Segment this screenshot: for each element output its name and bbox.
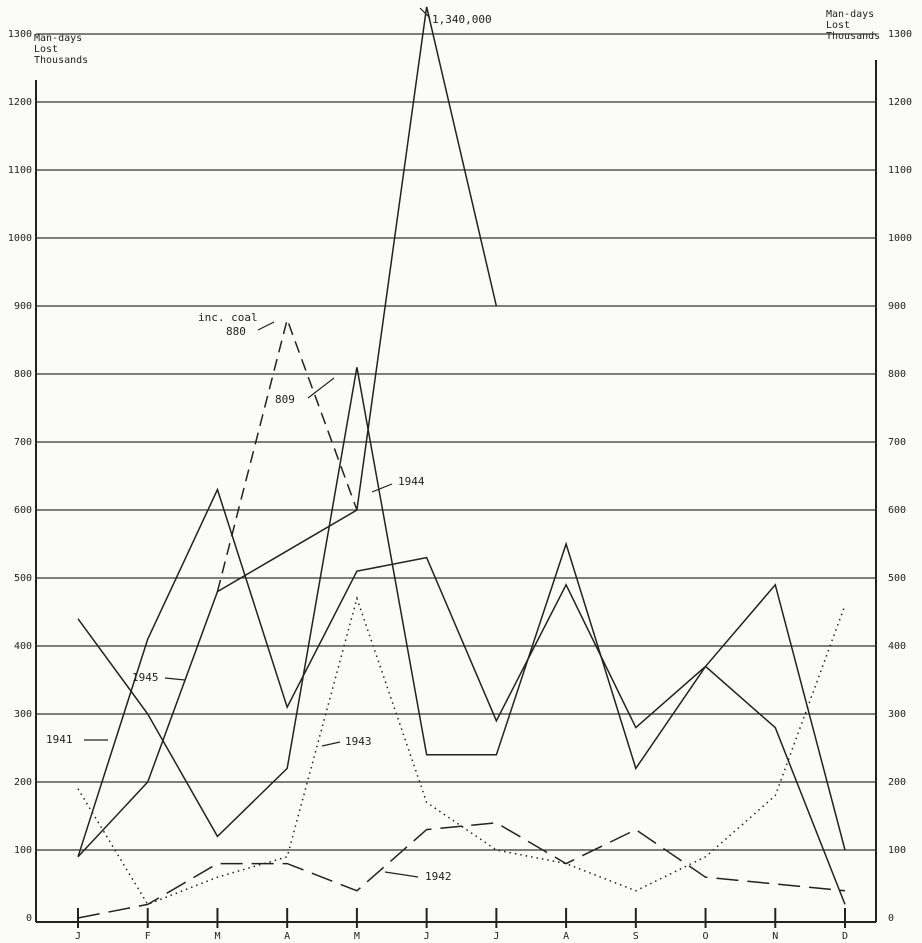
y2-tick-label: 1200 [888, 97, 912, 108]
x-tick-label: S [633, 931, 639, 942]
x-tick-label: D [842, 931, 848, 942]
annotation: 880 [226, 325, 246, 338]
series-line [77, 6, 498, 858]
x-tick-label: M [354, 931, 360, 942]
y-tick-label: 0 [26, 913, 32, 924]
series-line [77, 487, 846, 905]
y-tick-label: 1300 [8, 29, 32, 40]
x-tick-label: J [424, 931, 430, 942]
series-label: 1943 [345, 735, 372, 748]
arrow [321, 741, 341, 747]
y-tick-label: 700 [14, 437, 32, 448]
y-tick-label: 1100 [8, 165, 32, 176]
x-tick-label: M [214, 931, 220, 942]
y-tick-label: 600 [14, 505, 32, 516]
y2-tick-label: 900 [888, 301, 906, 312]
x-tick-label: N [772, 931, 778, 942]
y-tick-label: 400 [14, 641, 32, 652]
y2-tick-label: 0 [888, 913, 894, 924]
arrow [164, 677, 186, 681]
series-label: 1942 [425, 870, 452, 883]
y-axis-title: Man-days Lost Thousands [34, 33, 88, 66]
y2-tick-label: 1300 [888, 29, 912, 40]
y2-tick-label: 600 [888, 505, 906, 516]
x-tick-label: A [284, 931, 290, 942]
y2-tick-label: 1100 [888, 165, 912, 176]
x-tick-label: J [493, 931, 499, 942]
x-tick-label: J [75, 931, 81, 942]
y2-tick-label: 500 [888, 573, 906, 584]
x-tick-label: A [563, 931, 569, 942]
arrow [384, 871, 419, 878]
y2-tick-label: 400 [888, 641, 906, 652]
series-label: inc. coal [198, 311, 258, 324]
y-tick-label: 100 [14, 845, 32, 856]
x-tick-label: F [145, 931, 151, 942]
series-line [77, 367, 846, 851]
series-label: 1945 [132, 671, 159, 684]
y-tick-label: 1000 [8, 233, 32, 244]
series-label: 1941 [46, 733, 73, 746]
y-tick-label: 1200 [8, 97, 32, 108]
y-tick-label: 800 [14, 369, 32, 380]
y2-tick-label: 100 [888, 845, 906, 856]
y2-tick-label: 700 [888, 437, 906, 448]
arrow [419, 7, 431, 19]
arrow [257, 321, 275, 331]
series-line [77, 595, 846, 906]
arrow [307, 377, 335, 399]
series-line [77, 822, 846, 919]
y-tick-label: 300 [14, 709, 32, 720]
y-tick-label: 900 [14, 301, 32, 312]
arrow [371, 483, 393, 493]
annotation: 809 [275, 393, 295, 406]
y2-tick-label: 200 [888, 777, 906, 788]
y2-tick-label: 300 [888, 709, 906, 720]
y2-tick-label: 1000 [888, 233, 912, 244]
y-tick-label: 500 [14, 573, 32, 584]
y2-axis-title: Man-days Lost Thousands [826, 9, 880, 42]
x-tick-label: O [703, 931, 709, 942]
annotation: 1,340,000 [432, 13, 492, 26]
y-tick-label: 200 [14, 777, 32, 788]
y2-tick-label: 800 [888, 369, 906, 380]
series-label: 1944 [398, 475, 425, 488]
